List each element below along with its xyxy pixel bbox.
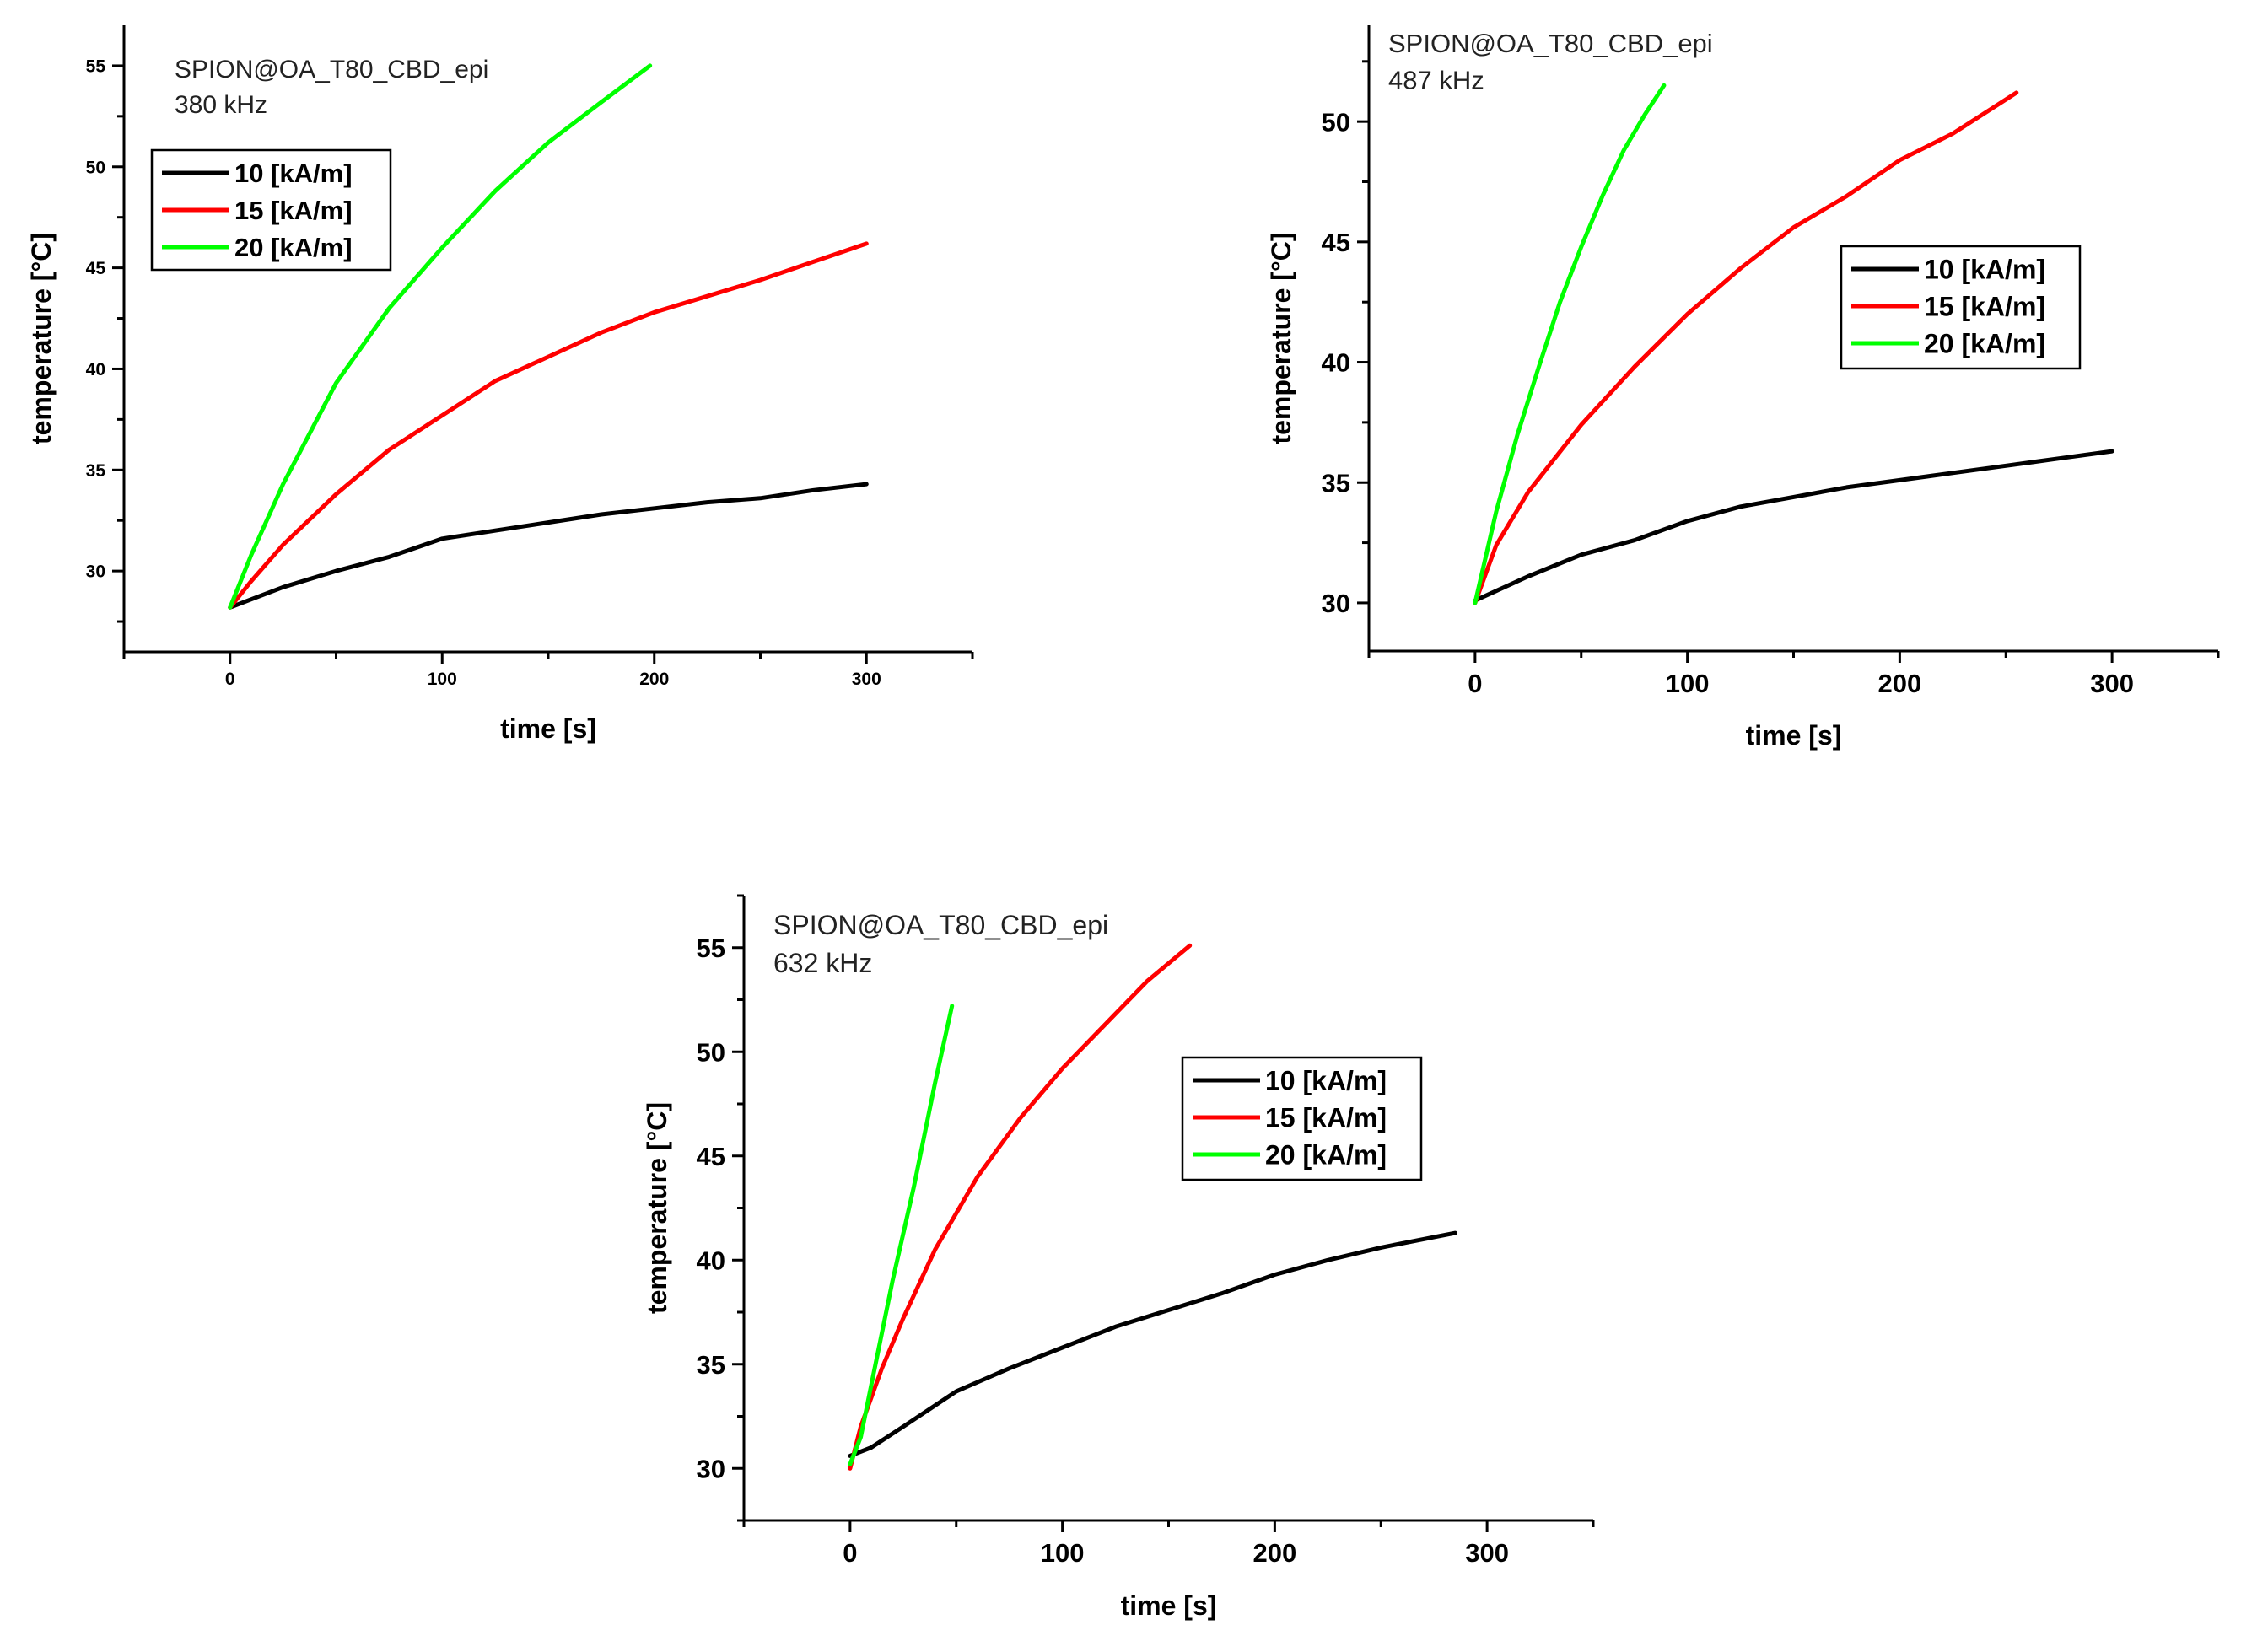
series-line-15-kam — [848, 943, 1193, 1471]
legend-label: 15 [kA/m] — [1265, 1103, 1387, 1133]
y-tick-label: 35 — [1322, 468, 1350, 498]
chart-panel-487khz: 0 100 200 300 30 35 40 45 50 time [s] temperature … — [1266, 25, 2220, 751]
x-tick-label: 100 — [1666, 669, 1710, 698]
y-tick-label: 40 — [1322, 348, 1350, 378]
chart-panel-380khz: 0 100 200 300 30 35 40 45 50 55 time [s] temperatur… — [26, 25, 974, 744]
y-tick-label: 35 — [86, 461, 106, 481]
frequency-label: 632 kHz — [773, 948, 872, 978]
y-tick-label: 45 — [1322, 228, 1350, 257]
sample-name-label: SPION@OA_T80_CBD_epi — [175, 56, 488, 83]
y-tick-label: 50 — [697, 1037, 725, 1067]
x-tick-label: 0 — [1468, 669, 1482, 698]
x-tick-label: 200 — [1878, 669, 1922, 698]
x-tick-label: 0 — [843, 1538, 857, 1568]
series-line-10-kam — [228, 482, 869, 610]
x-tick-label: 200 — [1253, 1538, 1297, 1568]
y-tick-label: 30 — [86, 562, 105, 582]
sample-name-label: SPION@OA_T80_CBD_epi — [1388, 29, 1713, 58]
series-line-15-kam — [228, 241, 869, 610]
x-tick-label: 100 — [1041, 1538, 1085, 1568]
y-tick-label: 40 — [86, 360, 105, 379]
legend-label: 15 [kA/m] — [1924, 292, 2045, 322]
series-line-20-kam — [228, 63, 653, 610]
legend-label: 15 [kA/m] — [234, 196, 353, 225]
sample-name-label: SPION@OA_T80_CBD_epi — [773, 910, 1108, 940]
series-line-10-kam — [848, 1230, 1457, 1458]
series-line-20-kam — [848, 1004, 955, 1466]
x-tick-label: 300 — [1465, 1538, 1509, 1568]
x-tick-label: 100 — [428, 670, 457, 689]
legend-label: 20 [kA/m] — [234, 233, 353, 262]
y-tick-label: 55 — [86, 57, 106, 76]
frequency-label: 380 kHz — [175, 91, 267, 119]
x-axis-label: time [s] — [500, 713, 596, 744]
x-tick-label: 200 — [639, 670, 669, 689]
series-line-15-kam — [1473, 90, 2019, 605]
legend-label: 10 [kA/m] — [234, 159, 353, 188]
x-tick-label: 300 — [852, 670, 881, 689]
chart-panel-632khz: 0 100 200 300 30 35 40 45 50 55 time [s] temperatur… — [642, 894, 1595, 1621]
legend-label: 10 [kA/m] — [1924, 255, 2045, 285]
x-tick-label: 0 — [225, 670, 235, 689]
series-line-10-kam — [1473, 449, 2114, 603]
series-line-20-kam — [1473, 83, 1667, 605]
legend-label: 20 [kA/m] — [1265, 1140, 1387, 1170]
frequency-label: 487 kHz — [1388, 65, 1484, 94]
y-axis-label: temperature [°C] — [26, 233, 57, 444]
y-tick-label: 40 — [697, 1246, 725, 1275]
y-tick-label: 30 — [1322, 589, 1350, 618]
y-tick-label: 50 — [86, 158, 105, 177]
y-tick-label: 35 — [697, 1350, 725, 1380]
y-tick-label: 45 — [697, 1142, 725, 1171]
y-tick-label: 50 — [1322, 107, 1350, 137]
y-tick-label: 55 — [697, 934, 725, 963]
y-axis-label: temperature [°C] — [1266, 232, 1296, 444]
legend-label: 20 [kA/m] — [1924, 329, 2045, 359]
y-tick-label: 30 — [697, 1454, 725, 1483]
x-tick-label: 300 — [2090, 669, 2134, 698]
y-axis-label: temperature [°C] — [642, 1102, 672, 1314]
x-axis-label: time [s] — [1746, 720, 1842, 751]
legend-label: 10 [kA/m] — [1265, 1066, 1387, 1096]
y-tick-label: 45 — [86, 259, 106, 278]
x-axis-label: time [s] — [1121, 1590, 1217, 1621]
